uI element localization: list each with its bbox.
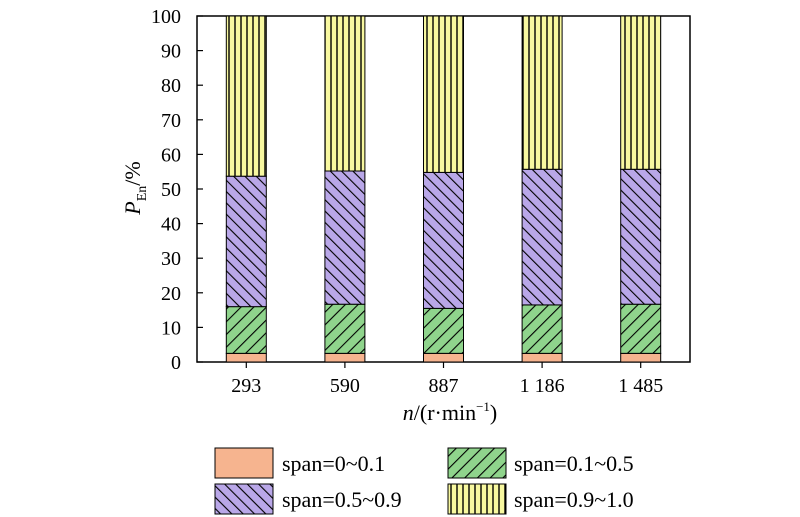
bar-segment-1485-s1 [620,303,662,354]
y-axis-label-unit: /% [120,161,145,185]
legend-swatch-span-0.1-0.5 [447,447,507,479]
y-tick-label: 10 [161,317,181,339]
bar-segment-1485-s0 [620,352,662,363]
legend: span=0~0.1 span=0.1~0.5 span=0.5~0.9 spa… [214,447,634,515]
x-tick-label: 887 [429,375,459,397]
bar-segment-887-s1 [423,307,464,354]
bar-segment-293-s2 [225,175,267,308]
bar-segment-1186-s2 [521,168,563,306]
bar-segment-1485-s3 [620,15,662,170]
x-tick-label: 1 186 [520,375,565,397]
bar-segment-293-s1 [225,306,267,354]
bar-segment-293-s3 [225,15,267,177]
y-tick-label: 60 [161,144,181,166]
x-tick-label: 1 485 [618,375,663,397]
y-tick-label: 80 [161,75,181,97]
y-tick-label: 50 [161,179,181,201]
bar-segment-590-s2 [324,170,366,305]
bar-segment-887-s3 [423,15,464,173]
legend-label-span-0-0.1: span=0~0.1 [282,451,385,476]
bar-segment-1186-s3 [521,15,563,170]
y-axis: 0 10 20 30 40 50 60 70 80 90 100 [151,6,203,374]
x-axis-label-sup: −1 [476,399,490,414]
bar-segment-590-s0 [324,352,366,363]
bar-segment-293-s0 [225,352,267,363]
legend-swatch-span-0.9-1.0 [447,483,507,515]
x-axis-label-close: ) [490,400,497,425]
x-tick-label: 590 [330,375,360,397]
y-tick-label: 20 [161,283,181,305]
bar-segment-1485-s2 [620,168,662,305]
bar-segment-887-s2 [423,171,464,309]
legend-item-span-0.1-0.5: span=0.1~0.5 [447,447,634,479]
y-tick-label: 70 [161,110,181,132]
y-tick-label: 30 [161,248,181,270]
y-axis-label: PEn/% [120,161,150,215]
legend-label-span-0.5-0.9: span=0.5~0.9 [282,487,402,512]
y-tick-label: 40 [161,214,181,236]
x-axis-label-var: n [403,400,414,425]
bar-segment-1186-s1 [521,304,563,354]
x-axis: 293 590 887 1 186 1 485 [231,362,663,397]
y-tick-label: 0 [171,352,181,374]
legend-item-span-0-0.1: span=0~0.1 [214,447,385,479]
x-axis-label: n/(r·min−1) [403,399,498,425]
x-axis-label-unit: /(r·min [414,400,476,425]
legend-swatch-span-0.5-0.9 [214,483,274,515]
x-tick-label: 293 [231,375,261,397]
y-tick-label: 100 [151,6,181,28]
bar-segment-590-s1 [324,303,366,354]
legend-label-span-0.9-1.0: span=0.9~1.0 [514,487,634,512]
bar-segment-1186-s0 [521,352,563,363]
y-axis-label-main: P [120,201,145,215]
legend-item-span-0.5-0.9: span=0.5~0.9 [214,483,402,515]
y-axis-label-sub: En [135,186,150,202]
legend-swatch-span-0-0.1 [214,447,274,479]
legend-label-span-0.1-0.5: span=0.1~0.5 [514,451,634,476]
bar-segment-590-s3 [324,15,366,172]
plot-area [196,15,691,363]
legend-item-span-0.9-1.0: span=0.9~1.0 [447,483,634,515]
bar-segment-887-s0 [423,352,464,363]
y-tick-label: 90 [161,41,181,63]
